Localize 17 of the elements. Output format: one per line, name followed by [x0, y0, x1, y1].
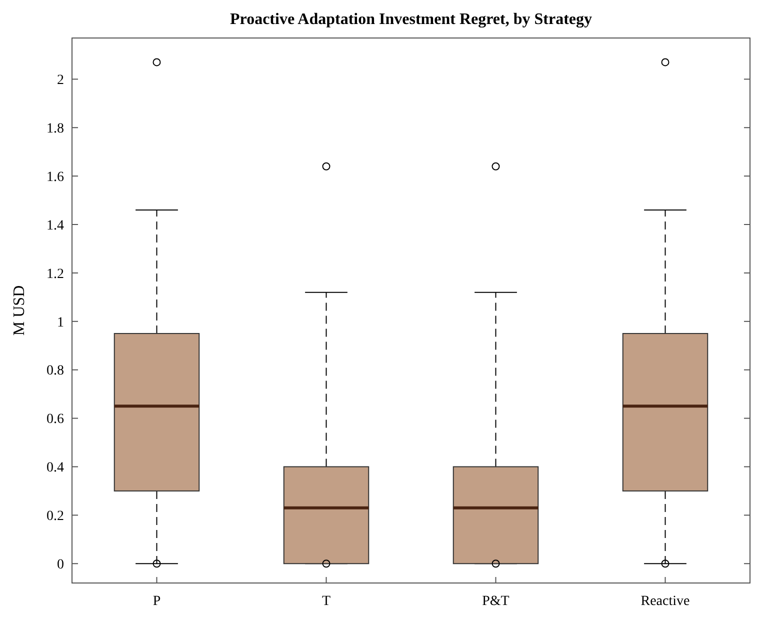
y-tick-label: 1.4 [46, 218, 64, 234]
y-tick-label: 1.8 [46, 122, 64, 137]
y-axis-title: M USD [11, 285, 28, 336]
y-tick-label: 0.4 [46, 460, 64, 476]
x-tick-label: T [322, 594, 331, 609]
y-tick-label: 0.8 [46, 364, 64, 379]
x-tick-label: Reactive [640, 594, 690, 609]
x-tick-label: P&T [482, 594, 510, 609]
chart-title: Proactive Adaptation Investment Regret, by Strategy [230, 11, 592, 28]
y-tick-label: 1.2 [46, 266, 64, 282]
y-tick-label: 0.2 [46, 509, 64, 524]
y-tick-label: 1.6 [46, 170, 64, 185]
y-tick-label: 1 [57, 315, 64, 330]
y-tick-label: 0.6 [46, 412, 64, 428]
y-tick-label: 2 [57, 73, 64, 88]
y-tick-label: 0 [57, 558, 64, 573]
x-tick-label: P [152, 594, 161, 609]
